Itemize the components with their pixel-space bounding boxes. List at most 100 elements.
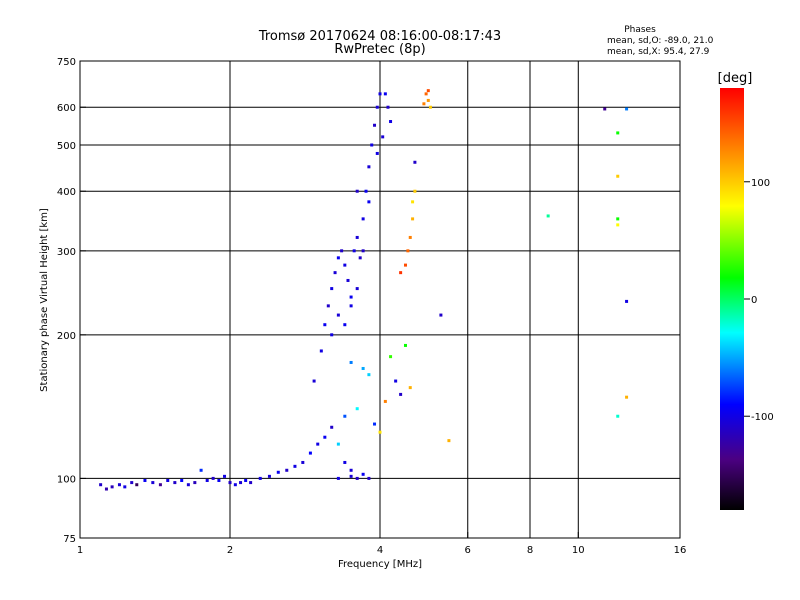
grid-vertical-lines <box>229 61 579 538</box>
data-point <box>375 151 379 155</box>
data-point <box>239 481 243 485</box>
data-point <box>352 249 356 253</box>
data-point <box>399 271 403 275</box>
data-point <box>217 478 221 482</box>
x-tick-label: 8 <box>527 545 533 556</box>
y-axis-label: Stationary phase Virtual Height [km] <box>39 208 50 392</box>
stats-x-line: mean, sd,X: 95.4, 27.9 <box>607 47 710 57</box>
data-point <box>367 165 371 169</box>
data-point <box>408 386 412 390</box>
data-point <box>375 105 379 109</box>
data-point <box>625 107 629 111</box>
data-point <box>258 476 262 480</box>
data-point <box>249 481 253 485</box>
colorbar <box>720 88 744 510</box>
data-point <box>381 135 385 139</box>
data-point <box>428 105 432 109</box>
data-point <box>616 174 620 178</box>
data-point <box>411 200 415 204</box>
data-point <box>616 131 620 135</box>
data-point <box>373 123 377 127</box>
x-tick-label: 1 <box>77 545 83 556</box>
data-point <box>367 200 371 204</box>
data-point <box>361 249 365 253</box>
data-point <box>625 299 629 303</box>
data-point <box>340 249 344 253</box>
data-point <box>403 263 407 267</box>
data-point <box>99 483 103 487</box>
data-point <box>330 333 334 337</box>
data-point <box>361 366 365 370</box>
y-tick-label: 75 <box>63 534 76 545</box>
data-point <box>361 472 365 476</box>
data-point <box>330 287 334 291</box>
y-tick-label: 750 <box>57 57 76 68</box>
x-axis-label: Frequency [MHz] <box>338 559 422 570</box>
data-point <box>394 379 398 383</box>
data-point <box>343 460 347 464</box>
colorbar-tick-label: 0 <box>751 295 757 306</box>
data-point <box>233 483 237 487</box>
data-point <box>383 92 387 96</box>
data-point <box>413 189 417 193</box>
data-point <box>343 323 347 327</box>
data-point <box>333 271 337 275</box>
data-point <box>173 481 177 485</box>
data-point <box>346 278 350 282</box>
data-point <box>193 481 197 485</box>
data-point <box>186 483 190 487</box>
data-point <box>135 483 139 487</box>
x-tick-label: 2 <box>227 545 233 556</box>
y-tick-label: 500 <box>57 141 76 152</box>
data-point <box>367 373 371 377</box>
data-point <box>355 235 359 239</box>
data-point <box>439 313 443 317</box>
data-point <box>386 105 390 109</box>
data-point <box>349 304 353 308</box>
data-point <box>616 223 620 227</box>
colorbar-tick-label: -100 <box>751 412 774 423</box>
y-tick-labels: 75 100 200 300 400 500 600 750 <box>57 57 86 545</box>
data-point <box>603 107 607 111</box>
data-point <box>408 235 412 239</box>
data-point <box>117 483 121 487</box>
data-point <box>383 399 387 403</box>
data-point <box>267 474 271 478</box>
data-point <box>546 214 550 218</box>
y-tick-label: 300 <box>57 247 76 258</box>
data-point <box>166 478 170 482</box>
data-point <box>355 287 359 291</box>
data-point <box>110 485 114 489</box>
data-point <box>323 323 327 327</box>
y-tick-label: 200 <box>57 331 76 342</box>
data-point <box>426 89 430 93</box>
stats-heading: Phases <box>624 25 656 35</box>
grid-horizontal-lines <box>80 106 680 479</box>
data-point <box>616 217 620 221</box>
data-point <box>349 295 353 299</box>
data-point <box>316 442 320 446</box>
data-point <box>319 349 323 353</box>
data-point <box>413 160 417 164</box>
colorbar-tick-label: 100 <box>751 178 770 189</box>
data-point <box>625 395 629 399</box>
data-point <box>355 407 359 411</box>
data-point <box>424 92 428 96</box>
data-point <box>616 414 620 418</box>
data-point <box>336 313 340 317</box>
plot-frame <box>79 60 681 539</box>
data-point <box>349 468 353 472</box>
data-point <box>308 451 312 455</box>
data-point <box>158 483 162 487</box>
data-point <box>104 487 108 491</box>
x-tick-label: 16 <box>674 545 687 556</box>
data-point <box>180 478 184 482</box>
data-point <box>312 379 316 383</box>
data-point <box>276 470 280 474</box>
chart-subtitle: RwPretec (8p) <box>334 42 425 57</box>
data-point <box>378 92 382 96</box>
data-point <box>373 422 377 426</box>
data-point <box>336 442 340 446</box>
data-point <box>349 360 353 364</box>
